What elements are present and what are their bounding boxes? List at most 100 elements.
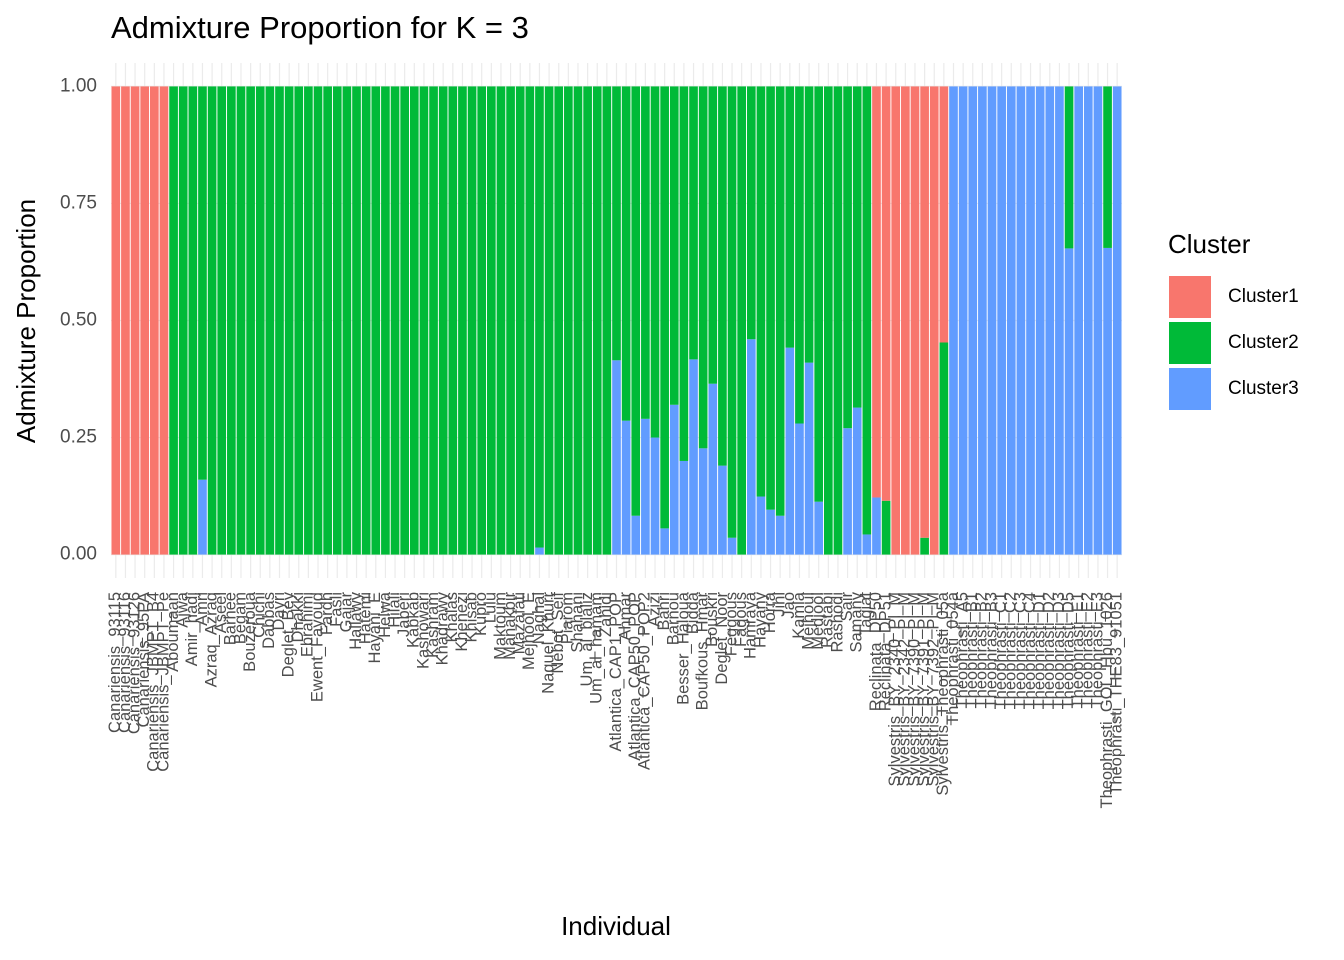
bar-segment [227,86,236,555]
x-tick-label: Atlantica_CAP50_POP2 [636,592,654,770]
bar-segment [255,86,265,555]
bar-segment [978,86,987,555]
bar-segment [669,86,679,405]
x-tick-label: Hayani_E [366,592,384,664]
x-tick-label: Ewent_Fayoud [308,592,326,702]
bar-segment [679,460,689,555]
legend-label: Cluster2 [1228,332,1299,353]
bar-segment [843,86,852,429]
bar-segment [313,86,323,555]
legend-label: Cluster3 [1228,378,1299,399]
bar-segment [621,420,631,555]
x-tick-label: Theophrasti_E2 [1079,592,1097,709]
x-tick-label: Khenezi [453,592,471,652]
chart-title: Admixture Proportion for K = 3 [111,10,529,45]
bar-segment [746,86,756,340]
x-tick-label: Theophrasti_THE83_91051 [1108,592,1126,795]
bar-segment [679,86,689,461]
x-tick-label: Manakbir [501,592,519,660]
bar-segment [564,86,573,555]
bar-segment [785,86,795,348]
bar-segment [1093,86,1103,555]
x-tick-label: Horra [761,591,779,633]
x-tick-label: Naquel_Khurr [539,591,557,693]
x-tick-label: Ajwa [174,591,192,628]
bar-segment [1083,86,1093,555]
bar-segment [814,86,824,502]
x-tick-label: Dabbas [260,592,278,649]
bar-segment [862,86,872,535]
bar-segment [891,86,901,555]
x-tick-label: Feggous [722,592,740,656]
bar-segment [381,86,390,555]
bar-segment [467,86,477,555]
bar-segment [236,86,246,555]
x-tick-label: Canariensis_95PA [135,592,153,727]
x-tick-label: Theophrasti_GOL_Hbu_1026 [1098,592,1116,808]
x-tick-label: Sylvestris_BY_7390_Pl_M [905,592,923,786]
x-tick-label: Dayri [270,592,288,631]
bar-segment [669,404,679,555]
bar-segment [881,86,891,501]
x-tick-label: Rastabi [819,592,837,648]
x-tick-label: Amir_hadj [183,592,201,666]
x-tick-label: Theophrasti_D5 [1059,592,1077,709]
bar-segment [246,86,255,555]
x-tick-label: Rashodi [828,592,846,653]
y-tick-label: 0.75 [60,192,97,213]
bar-segment [775,515,785,555]
x-tick-label: Theophrasti_D3 [1050,592,1068,709]
bar-segment [756,496,766,555]
x-tick-label: Helwa [376,591,394,638]
x-tick-label: Fagous [732,592,750,647]
bar-segment [1103,247,1112,555]
x-tick-label: Medjool [809,592,827,650]
x-tick-label: Theophrasti_C1 [992,592,1010,709]
x-tick-label: Khadrawy [434,591,452,665]
bar-segment [1055,86,1064,555]
x-tick-label: Canariensis_93116 [116,592,134,733]
bar-segment [843,428,852,555]
bar-segment [1103,86,1112,248]
bar-segment [323,86,332,555]
x-tick-label: Theophrasti_E1 [1069,592,1087,709]
x-tick-label: Azraq_Azraq [202,592,220,687]
x-tick-label: Theophrasti_B1 [963,592,981,709]
x-tick-label: Reclinata_DP50 [867,592,885,711]
bar-segment [872,497,881,555]
x-tick-label: Piarom [559,592,577,644]
bar-segment [804,86,814,363]
bar-segment [708,86,718,384]
bar-segment [1064,86,1074,249]
bar-segment [910,86,920,555]
x-tick-label: Ahmar [616,592,634,641]
bar-segment [1035,86,1045,555]
bar-segment [612,86,621,361]
bar-segment [419,86,429,555]
bar-segment [198,479,207,555]
x-tick-label: Canariensis_93115 [106,592,124,733]
x-axis-label: Individual [561,911,671,941]
bar-segment [766,86,775,510]
bar-segment [198,86,207,480]
bar-segment [573,86,583,555]
bar-segment [689,86,698,360]
bar-segment [727,86,737,538]
x-tick-label: Chichi [251,592,269,638]
bar-segment [785,347,795,555]
x-tick-label: Shahani [568,592,586,653]
bar-segment [727,537,737,555]
bar-segment [1064,248,1074,555]
bar-segment [111,86,121,555]
bar-segment [804,362,814,555]
x-tick-label: Hilali [385,592,403,628]
x-tick-label: Theophrasti_C2 [1002,592,1020,709]
x-tick-label: Bahri [655,592,673,631]
x-tick-label: Theophrasti_054a [944,591,962,725]
x-tick-label: Ebrahimi [299,592,317,657]
bar-segment [121,86,130,555]
x-tick-label: Canariensis_JBMPT_B4 [145,592,163,772]
bar-segment [650,86,660,438]
y-axis-label: Admixture Proportion [11,199,41,443]
x-tick-label: Jao [780,592,798,619]
